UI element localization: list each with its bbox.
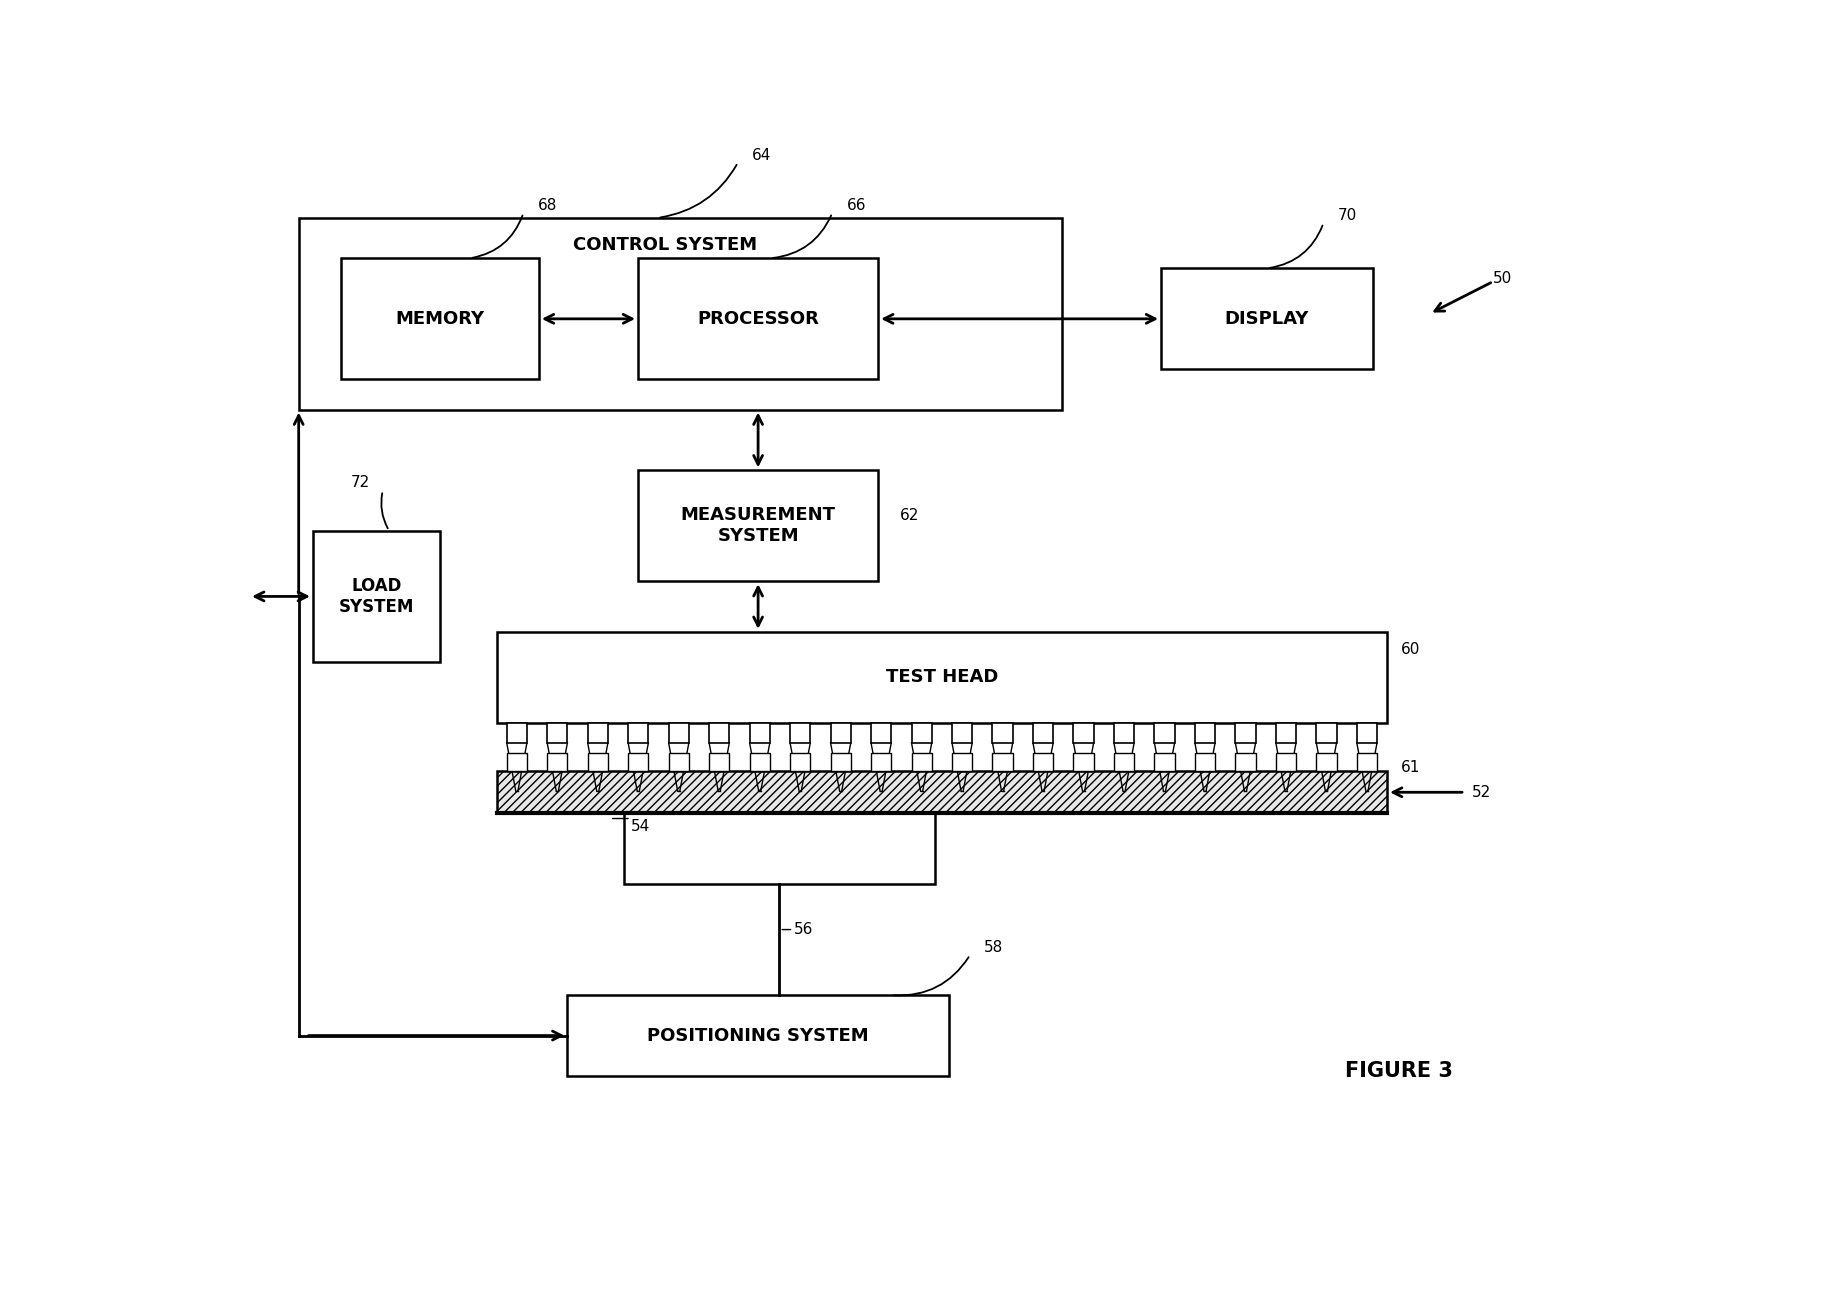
Bar: [749, 722, 769, 743]
Text: MEMORY: MEMORY: [396, 309, 485, 328]
Bar: [314, 531, 439, 662]
Bar: [638, 471, 879, 581]
Bar: [912, 753, 932, 771]
Bar: [912, 722, 932, 743]
Bar: [669, 722, 689, 743]
Bar: [1154, 753, 1174, 771]
Bar: [627, 753, 647, 771]
Bar: [623, 813, 935, 884]
Bar: [1074, 722, 1094, 743]
Text: 54: 54: [631, 818, 649, 834]
Bar: [587, 722, 607, 743]
Bar: [709, 722, 729, 743]
Bar: [1234, 722, 1254, 743]
Bar: [1356, 722, 1376, 743]
Bar: [952, 722, 972, 743]
Bar: [789, 753, 809, 771]
Text: 72: 72: [350, 475, 370, 490]
Bar: [507, 753, 527, 771]
Bar: [829, 722, 850, 743]
Bar: [1274, 722, 1296, 743]
Bar: [1161, 269, 1373, 370]
Bar: [789, 722, 809, 743]
Bar: [547, 753, 567, 771]
Text: 64: 64: [751, 148, 771, 163]
Bar: [1032, 722, 1052, 743]
Text: 70: 70: [1336, 208, 1356, 223]
Text: 52: 52: [1471, 785, 1491, 800]
Text: 68: 68: [538, 198, 556, 214]
Text: 61: 61: [1400, 759, 1420, 775]
Bar: [1194, 722, 1214, 743]
Bar: [1316, 753, 1336, 771]
Bar: [749, 753, 769, 771]
Bar: [709, 753, 729, 771]
Text: FIGURE 3: FIGURE 3: [1344, 1061, 1451, 1080]
Bar: [871, 753, 891, 771]
Text: LOAD
SYSTEM: LOAD SYSTEM: [339, 577, 414, 616]
Bar: [496, 771, 1387, 813]
Bar: [871, 722, 891, 743]
Text: 58: 58: [984, 940, 1003, 956]
Bar: [1074, 753, 1094, 771]
Bar: [1032, 753, 1052, 771]
Text: MEASUREMENT
SYSTEM: MEASUREMENT SYSTEM: [680, 506, 835, 545]
Bar: [1316, 722, 1336, 743]
Bar: [1114, 722, 1134, 743]
Text: POSITIONING SYSTEM: POSITIONING SYSTEM: [647, 1027, 868, 1045]
Bar: [669, 753, 689, 771]
Bar: [1114, 753, 1134, 771]
Bar: [1234, 753, 1254, 771]
Text: 62: 62: [899, 509, 919, 523]
Bar: [299, 218, 1061, 409]
Text: 50: 50: [1493, 271, 1511, 286]
Text: DISPLAY: DISPLAY: [1223, 309, 1309, 328]
Bar: [547, 722, 567, 743]
Bar: [1356, 753, 1376, 771]
Bar: [992, 753, 1012, 771]
Bar: [507, 722, 527, 743]
Text: 56: 56: [793, 922, 813, 937]
Bar: [829, 753, 850, 771]
Text: 60: 60: [1400, 642, 1420, 657]
Bar: [638, 258, 879, 379]
Bar: [587, 753, 607, 771]
Text: CONTROL SYSTEM: CONTROL SYSTEM: [572, 236, 757, 254]
Bar: [1154, 722, 1174, 743]
Bar: [1194, 753, 1214, 771]
Bar: [341, 258, 540, 379]
Text: TEST HEAD: TEST HEAD: [886, 669, 997, 686]
Bar: [952, 753, 972, 771]
Text: 66: 66: [846, 198, 866, 214]
Bar: [567, 995, 948, 1076]
Bar: [496, 632, 1387, 722]
Text: PROCESSOR: PROCESSOR: [696, 309, 819, 328]
Bar: [627, 722, 647, 743]
Bar: [1274, 753, 1296, 771]
Bar: [992, 722, 1012, 743]
